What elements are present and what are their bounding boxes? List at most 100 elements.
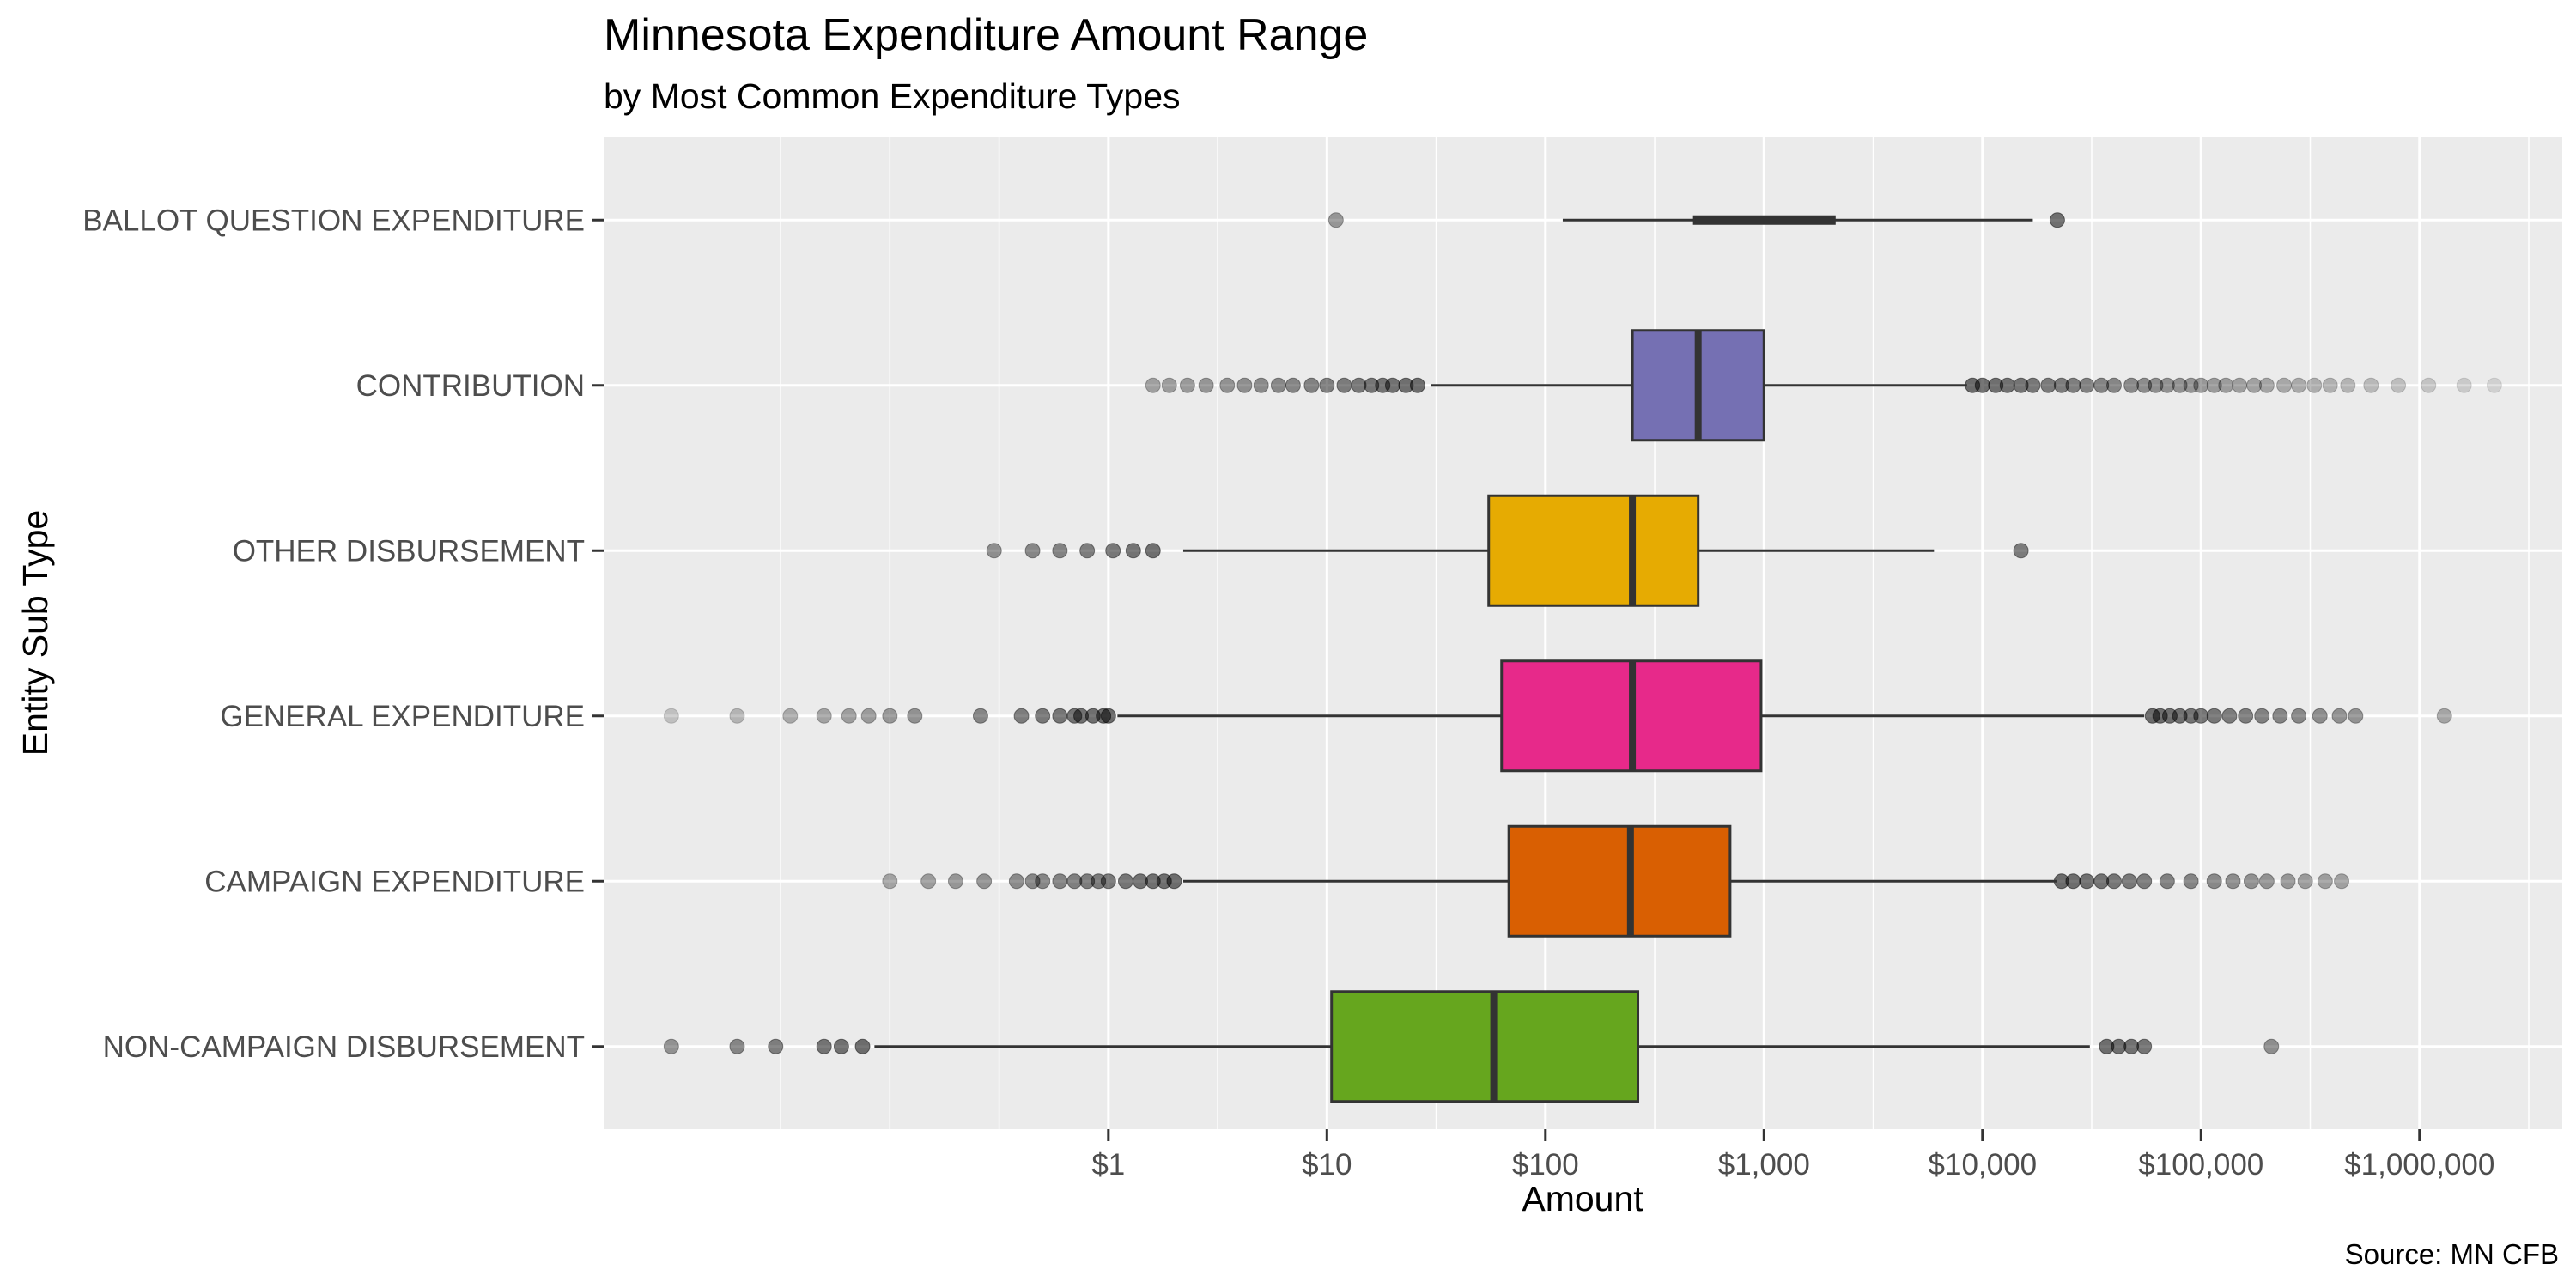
x-tick-label: $10 [1302, 1148, 1352, 1182]
outlier-point [860, 708, 877, 724]
x-tick-label: $10,000 [1929, 1148, 2038, 1182]
outlier-point [2148, 377, 2164, 393]
outlier-point [976, 873, 993, 890]
outlier-point [2218, 377, 2234, 393]
outlier-point [2280, 873, 2296, 890]
y-tick-label: BALLOT QUESTION EXPENDITURE [82, 204, 585, 237]
outlier-point [816, 1038, 832, 1054]
outlier-point [986, 543, 1002, 559]
y-tick-label: GENERAL EXPENDITURE [220, 700, 585, 733]
outlier-point [1024, 873, 1041, 890]
outlier-point [2317, 873, 2333, 890]
outlier-point [947, 873, 963, 890]
outlier-point [2238, 708, 2254, 724]
outlier-point [2206, 377, 2222, 393]
outlier-point [2136, 1038, 2153, 1054]
outlier-point [1066, 873, 1083, 890]
outlier-point [2106, 873, 2123, 890]
outlier-point [2391, 377, 2407, 393]
outlier-point [2272, 708, 2288, 724]
outlier-point [1409, 377, 1425, 393]
outlier-point [1024, 543, 1041, 559]
outlier-point [2040, 377, 2057, 393]
outlier-point [833, 1038, 849, 1054]
outlier-point [2363, 377, 2379, 393]
chart-title: Minnesota Expenditure Amount Range [604, 10, 1368, 60]
x-tick-label: $1 [1091, 1148, 1125, 1182]
outlier-point [1035, 708, 1051, 724]
outlier-point [1384, 377, 1400, 393]
outlier-point [2159, 873, 2175, 890]
outlier-point [663, 1038, 679, 1054]
outlier-point [2486, 377, 2502, 393]
y-tick-label: CAMPAIGN EXPENDITURE [204, 865, 585, 898]
outlier-point [2123, 377, 2140, 393]
box-group [663, 990, 2280, 1103]
outlier-point [2159, 377, 2175, 393]
outlier-point [2258, 873, 2275, 890]
outlier-point [1198, 377, 1214, 393]
outlier-point [1179, 377, 1195, 393]
outlier-point [2334, 873, 2350, 890]
outlier-point [1336, 377, 1352, 393]
outlier-point [2183, 873, 2199, 890]
outlier-point [2312, 708, 2328, 724]
outlier-point [729, 708, 745, 724]
box-group [1145, 329, 2502, 442]
outlier-point [1327, 212, 1344, 228]
outlier-point [2183, 377, 2199, 393]
x-tick-label: $100,000 [2138, 1148, 2263, 1182]
outlier-point [2136, 377, 2153, 393]
outlier-point [854, 1038, 871, 1054]
outlier-point [1303, 377, 1320, 393]
outlier-point [1035, 873, 1051, 890]
outlier-point [2436, 708, 2452, 724]
outlier-point [1999, 377, 2015, 393]
iqr-box [1487, 494, 1700, 607]
outlier-point [920, 873, 937, 890]
outlier-point [2291, 708, 2307, 724]
outlier-point [2291, 377, 2307, 393]
outlier-point [816, 708, 832, 724]
box-group [663, 659, 2452, 773]
outlier-point [2340, 377, 2356, 393]
outlier-point [841, 708, 857, 724]
outlier-point [1319, 377, 1335, 393]
outlier-point [1117, 873, 1133, 890]
outlier-point [907, 708, 923, 724]
outlier-point [1052, 873, 1068, 890]
chart-subtitle: by Most Common Expenditure Types [604, 76, 1181, 116]
x-tick-label: $1,000,000 [2344, 1148, 2494, 1182]
y-tick-label: OTHER DISBURSEMENT [233, 534, 585, 568]
outlier-point [1008, 873, 1024, 890]
outlier-point [1974, 377, 1990, 393]
outlier-point [2065, 377, 2081, 393]
outlier-point [2306, 377, 2323, 393]
outlier-point [2065, 873, 2081, 890]
box-group [986, 494, 2029, 607]
outlier-point [1091, 873, 1107, 890]
outlier-point [2243, 873, 2259, 890]
outlier-point [1100, 873, 1116, 890]
outlier-point [2232, 377, 2248, 393]
outlier-point [1079, 543, 1096, 559]
outlier-point [1219, 377, 1236, 393]
outlier-point [782, 708, 799, 724]
outlier-point [2456, 377, 2472, 393]
iqr-box [1507, 824, 1732, 938]
outlier-point [1253, 377, 1269, 393]
outlier-point [2206, 873, 2222, 890]
outlier-point [729, 1038, 745, 1054]
outlier-point [882, 873, 898, 890]
x-axis: $1 $10 $100 $1,000 $10,000 $100,000 $1,000,000 [1091, 1129, 2494, 1182]
outlier-point [2013, 543, 2029, 559]
outlier-point [1161, 377, 1177, 393]
outlier-point [2258, 377, 2275, 393]
outlier-point [1105, 543, 1121, 559]
outlier-point [1052, 543, 1068, 559]
outlier-point [2172, 377, 2188, 393]
outlier-point [2206, 708, 2222, 724]
outlier-point [2079, 377, 2095, 393]
outlier-point [2013, 377, 2029, 393]
boxes [663, 212, 2502, 1103]
